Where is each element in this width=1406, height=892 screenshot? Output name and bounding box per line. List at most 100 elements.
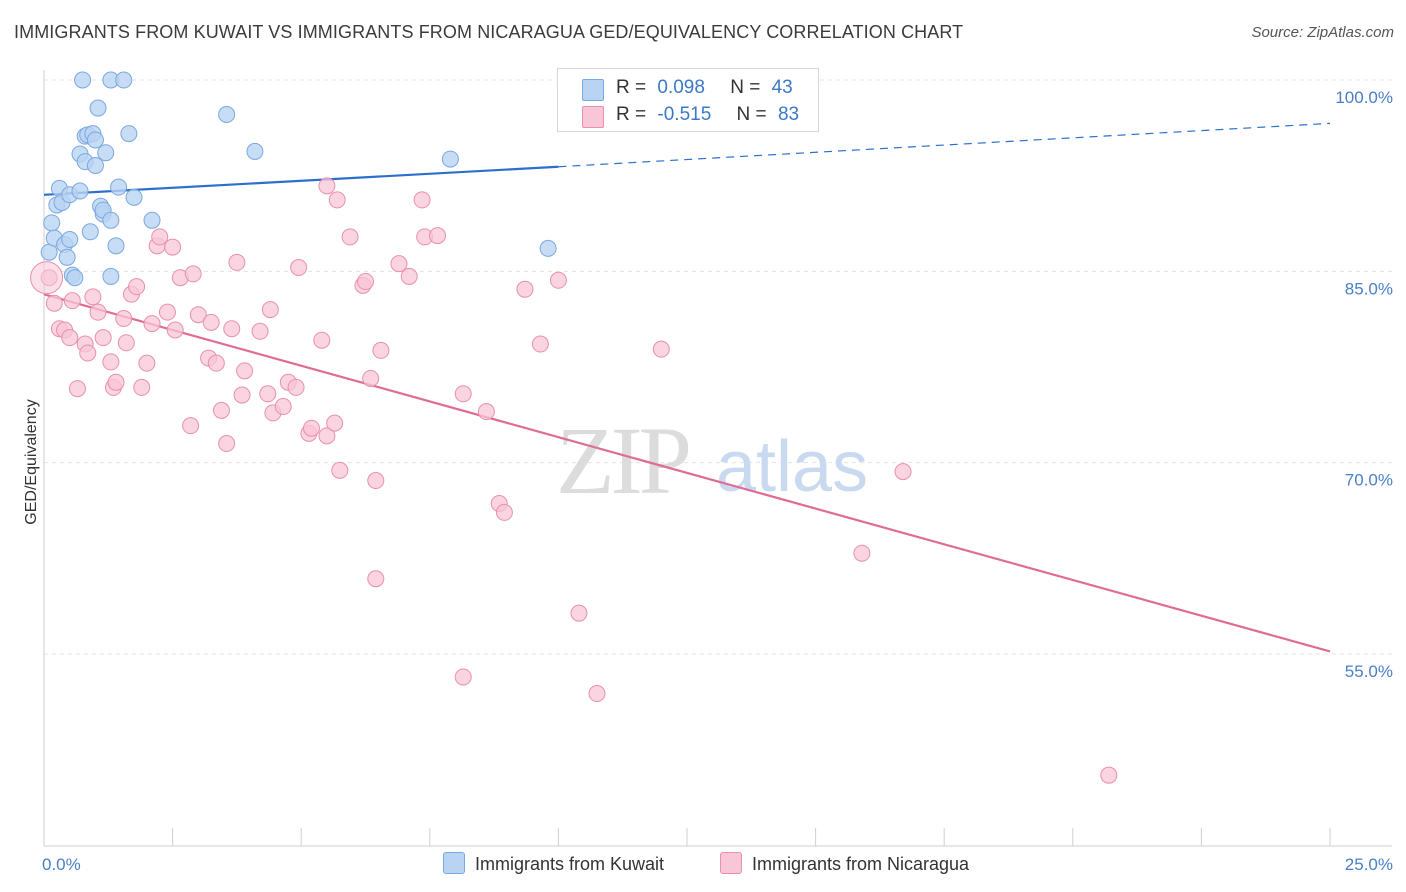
y-tick-label: 55.0% <box>1345 662 1393 681</box>
trend-line-kuwait-projection <box>558 122 1331 168</box>
point-nicaragua <box>143 315 161 333</box>
point-nicaragua <box>1100 766 1118 784</box>
bottom-legend-swatch-kuwait <box>443 852 465 874</box>
legend-r-value: -0.515 <box>657 104 712 125</box>
point-nicaragua <box>259 385 277 403</box>
point-nicaragua <box>331 461 349 479</box>
point-nicaragua <box>151 228 169 246</box>
point-nicaragua <box>102 353 120 371</box>
point-nicaragua <box>182 417 200 435</box>
legend-row-kuwait: R = 0.098 N = 43 <box>582 77 793 101</box>
point-nicaragua <box>400 267 418 285</box>
chart-title: IMMIGRANTS FROM KUWAIT VS IMMIGRANTS FRO… <box>14 22 964 42</box>
point-nicaragua <box>30 261 64 295</box>
legend-n-value: 83 <box>777 104 800 125</box>
point-kuwait <box>61 230 79 248</box>
point-kuwait <box>97 144 115 162</box>
point-nicaragua <box>212 401 230 419</box>
point-nicaragua <box>228 253 246 271</box>
point-kuwait <box>102 211 120 229</box>
legend-r-label: R = <box>616 77 647 98</box>
bottom-legend-nicaragua: Immigrants from Nicaragua <box>720 852 969 875</box>
point-nicaragua <box>588 685 606 703</box>
point-nicaragua <box>236 362 254 380</box>
point-nicaragua <box>413 191 431 209</box>
y-tick-label: 100.0% <box>1335 88 1393 107</box>
x-tick-label: 25.0% <box>1345 855 1393 874</box>
point-nicaragua <box>164 238 182 256</box>
points-kuwait <box>40 71 557 287</box>
legend-r-value: 0.098 <box>657 77 705 98</box>
point-nicaragua <box>133 378 151 396</box>
bottom-legend-kuwait: Immigrants from Kuwait <box>443 852 664 875</box>
point-nicaragua <box>89 303 107 321</box>
axes <box>43 70 1392 847</box>
point-nicaragua <box>61 329 79 347</box>
point-nicaragua <box>84 288 102 306</box>
y-tick-label: 85.0% <box>1345 279 1393 298</box>
point-nicaragua <box>549 271 567 289</box>
point-nicaragua <box>357 273 374 291</box>
legend-r-label: R = <box>616 104 647 125</box>
point-nicaragua <box>202 313 220 331</box>
point-nicaragua <box>531 335 549 353</box>
point-nicaragua <box>328 191 346 209</box>
legend-n-label: N = <box>730 77 761 98</box>
point-kuwait <box>89 99 107 117</box>
point-nicaragua <box>367 570 385 588</box>
point-kuwait <box>43 214 61 232</box>
point-nicaragua <box>287 378 305 396</box>
point-nicaragua <box>128 278 146 296</box>
legend-swatch-nicaragua <box>582 106 604 128</box>
point-nicaragua <box>115 310 133 328</box>
point-kuwait <box>71 182 89 200</box>
legend-n-value: 43 <box>771 77 793 98</box>
point-kuwait <box>539 239 557 257</box>
point-nicaragua <box>495 503 513 521</box>
point-kuwait <box>125 188 143 206</box>
point-nicaragua <box>454 668 472 686</box>
point-nicaragua <box>107 373 125 391</box>
watermark: ZIP atlas <box>556 407 868 514</box>
watermark-atlas: atlas <box>716 427 868 507</box>
point-nicaragua <box>367 472 385 490</box>
point-nicaragua <box>251 322 269 340</box>
point-kuwait <box>66 269 84 287</box>
grid <box>44 79 1392 655</box>
point-nicaragua <box>158 303 176 321</box>
point-kuwait <box>115 71 133 89</box>
point-nicaragua <box>45 294 63 312</box>
ticks: 55.0% 70.0% 85.0% 100.0% 0.0% 25.0% <box>42 88 1393 874</box>
point-nicaragua <box>94 329 112 347</box>
point-nicaragua <box>429 227 447 245</box>
x-tick-label: 0.0% <box>42 855 81 874</box>
point-nicaragua <box>454 385 472 403</box>
point-nicaragua <box>326 414 344 432</box>
point-nicaragua <box>166 321 184 339</box>
source-label: Source: ZipAtlas.com <box>1251 24 1394 41</box>
trend-line-nicaragua <box>43 293 1331 653</box>
point-nicaragua <box>516 280 534 298</box>
y-tick-label: 70.0% <box>1345 471 1393 490</box>
point-kuwait <box>102 267 120 285</box>
point-kuwait <box>107 237 125 255</box>
point-nicaragua <box>302 419 320 437</box>
point-nicaragua <box>372 341 390 359</box>
point-kuwait <box>74 71 92 89</box>
point-nicaragua <box>79 344 97 362</box>
point-kuwait <box>218 105 236 123</box>
point-nicaragua <box>63 292 81 310</box>
legend-n-label: N = <box>736 104 767 125</box>
point-kuwait <box>110 178 128 196</box>
point-nicaragua <box>318 427 336 445</box>
point-kuwait <box>86 156 104 174</box>
point-nicaragua <box>218 435 236 453</box>
stats-legend: R = 0.098 N = 43 R = -0.515 N = 83 <box>557 68 819 132</box>
point-kuwait <box>81 223 99 241</box>
point-nicaragua <box>894 463 912 481</box>
point-kuwait <box>441 150 459 168</box>
point-nicaragua <box>138 354 156 372</box>
point-nicaragua <box>477 403 495 421</box>
bottom-legend-label-nicaragua: Immigrants from Nicaragua <box>752 854 970 874</box>
point-nicaragua <box>68 380 86 398</box>
